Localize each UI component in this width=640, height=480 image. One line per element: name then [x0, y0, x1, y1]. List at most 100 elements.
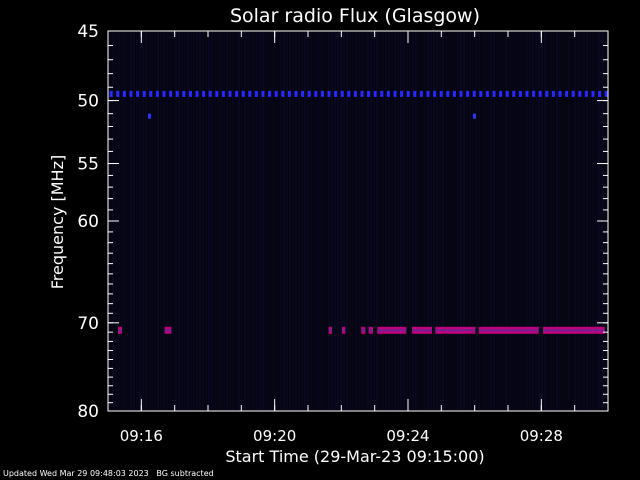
- band-segment: [439, 90, 443, 97]
- band-segment: [545, 90, 549, 97]
- noise-streak: [571, 32, 573, 410]
- noise-streak: [490, 32, 492, 410]
- band-segment: [334, 90, 338, 97]
- noise-streak: [169, 32, 171, 410]
- band-segment: [281, 90, 285, 97]
- noise-streak: [160, 32, 162, 410]
- band-segment: [367, 90, 371, 97]
- emission-features: [109, 90, 608, 334]
- band-segment: [492, 90, 496, 97]
- noise-streak: [220, 32, 222, 410]
- band-segment: [188, 90, 192, 97]
- noise-streak: [310, 32, 312, 410]
- y-axis-label: Frequency [MHz]: [48, 155, 67, 289]
- noise-streak: [157, 32, 159, 410]
- noise-streak: [430, 32, 432, 410]
- noise-streak: [547, 32, 549, 410]
- noise-streak: [148, 32, 150, 410]
- band-core: [478, 329, 539, 332]
- noise-streak: [568, 32, 570, 410]
- band-segment: [327, 90, 331, 97]
- noise-streak: [388, 32, 390, 410]
- band-segment: [195, 90, 199, 97]
- noise-streak: [373, 32, 375, 410]
- noise-streak: [283, 32, 285, 410]
- band-segment: [254, 90, 258, 97]
- noise-streak: [364, 32, 366, 410]
- noise-streak: [292, 32, 294, 410]
- noise-streak: [445, 32, 447, 410]
- noise-streak: [553, 32, 555, 410]
- band-segment: [169, 90, 173, 97]
- noise-streak: [130, 32, 132, 410]
- noise-streak: [523, 32, 525, 410]
- band-segment: [393, 90, 397, 97]
- band-core: [377, 329, 407, 332]
- noise-streak: [439, 32, 441, 410]
- band-segment: [301, 90, 305, 97]
- noise-streak: [478, 32, 480, 410]
- band-segment: [162, 90, 166, 97]
- noise-streak: [127, 32, 129, 410]
- band-segment: [373, 90, 377, 97]
- noise-streak: [208, 32, 210, 410]
- noise-streak: [574, 32, 576, 410]
- noise-streak: [391, 32, 393, 410]
- noise-streak: [577, 32, 579, 410]
- noise-streak: [178, 32, 180, 410]
- noise-streak: [433, 32, 435, 410]
- band-core: [435, 329, 476, 332]
- band-segment: [122, 90, 126, 97]
- footer: Updated Wed Mar 29 09:48:03 2023 BG subt…: [3, 469, 214, 478]
- noise-streak: [589, 32, 591, 410]
- noise-streak: [412, 32, 414, 410]
- noise-streak: [472, 32, 474, 410]
- band-segment: [604, 90, 608, 97]
- band-segment: [512, 90, 516, 97]
- band-segment: [571, 90, 575, 97]
- band-segment: [347, 90, 351, 97]
- noise-streak: [154, 32, 156, 410]
- noise-streak: [256, 32, 258, 410]
- noise-streak: [250, 32, 252, 410]
- band-segment: [307, 90, 311, 97]
- noise-streak: [499, 32, 501, 410]
- noise-streak: [418, 32, 420, 410]
- band-segment: [505, 90, 509, 97]
- noise-streak: [262, 32, 264, 410]
- noise-streak: [352, 32, 354, 410]
- x-tick-label: 09:20: [253, 427, 296, 445]
- noise-streak: [145, 32, 147, 410]
- band-segment: [538, 90, 542, 97]
- noise-streak: [265, 32, 267, 410]
- noise-streak: [469, 32, 471, 410]
- noise-streak: [370, 32, 372, 410]
- noise-streak: [172, 32, 174, 410]
- band-segment: [155, 90, 159, 97]
- chart-title: Solar radio Flux (Glasgow): [230, 5, 480, 27]
- x-tick-label: 09:28: [520, 427, 563, 445]
- band-segment: [228, 90, 232, 97]
- band-core: [118, 329, 122, 332]
- band-segment: [241, 90, 245, 97]
- band-segment: [274, 90, 278, 97]
- noise-streak: [556, 32, 558, 410]
- noise-streak: [532, 32, 534, 410]
- noise-streak: [139, 32, 141, 410]
- noise-streak: [163, 32, 165, 410]
- band-core: [164, 329, 172, 332]
- band-segment: [479, 90, 483, 97]
- band-segment: [340, 90, 344, 97]
- y-tick-label: 60: [77, 212, 99, 232]
- noise-streak: [517, 32, 519, 410]
- band-segment: [591, 90, 595, 97]
- band-segment: [129, 90, 133, 97]
- x-tick-label: 09:24: [386, 427, 429, 445]
- noise-streak: [331, 32, 333, 410]
- band-segment: [261, 90, 265, 97]
- noise-streak: [214, 32, 216, 410]
- band-segment: [558, 90, 562, 97]
- noise-streak: [325, 32, 327, 410]
- band-segment: [426, 90, 430, 97]
